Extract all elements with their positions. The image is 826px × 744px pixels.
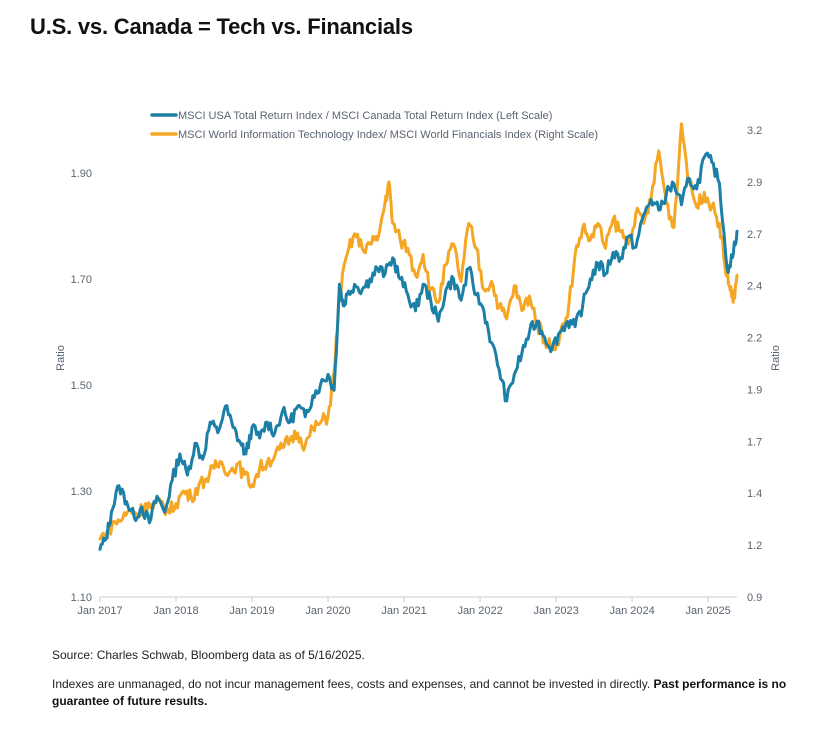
line-chart: 1.10 1.30 1.50 1.70 1.90 0.9 1.2 1.4 1.7 1.9 2.2 2…	[55, 110, 782, 617]
right-tick-label: 1.4	[747, 488, 762, 500]
disclaimer: Indexes are unmanaged, do not incur mana…	[52, 676, 792, 710]
legend-label: MSCI World Information Technology Index/…	[178, 129, 598, 141]
right-tick-label: 1.7	[747, 436, 762, 448]
left-tick-label: 1.70	[71, 274, 92, 286]
right-tick-label: 2.9	[747, 177, 762, 189]
right-tick-label: 2.4	[747, 281, 762, 293]
x-tick-label: Jan 2024	[609, 605, 654, 617]
series-line-usa-canada	[98, 151, 739, 551]
x-tick-label: Jan 2021	[381, 605, 426, 617]
series-line-tech-financials	[98, 122, 739, 542]
right-axis-label: Ratio	[770, 345, 782, 371]
left-tick-label: 1.10	[71, 592, 92, 604]
x-tick-label: Jan 2020	[305, 605, 350, 617]
x-tick-label: Jan 2025	[685, 605, 730, 617]
left-tick-label: 1.90	[71, 168, 92, 180]
x-tick-label: Jan 2023	[533, 605, 578, 617]
right-tick-label: 1.2	[747, 540, 762, 552]
disclaimer-text: Indexes are unmanaged, do not incur mana…	[52, 677, 651, 691]
disclaimer-bold: Past performance is no guarantee of futu…	[52, 677, 787, 708]
chart-legend: MSCI USA Total Return Index / MSCI Canad…	[150, 110, 598, 141]
left-axis-label: Ratio	[55, 345, 67, 371]
left-axis-ticks: 1.10 1.30 1.50 1.70 1.90	[71, 168, 92, 604]
left-tick-label: 1.50	[71, 380, 92, 392]
x-tick-label: Jan 2017	[77, 605, 122, 617]
right-tick-label: 1.9	[747, 384, 762, 396]
legend-label: MSCI USA Total Return Index / MSCI Canad…	[178, 110, 552, 122]
source-note: Source: Charles Schwab, Bloomberg data a…	[52, 648, 365, 662]
chart-series	[98, 122, 739, 551]
right-tick-label: 3.2	[747, 125, 762, 137]
right-tick-label: 2.7	[747, 229, 762, 241]
right-axis-ticks: 0.9 1.2 1.4 1.7 1.9 2.2 2.4 2.7 2.9 3.2	[747, 125, 762, 604]
x-tick-label: Jan 2018	[153, 605, 198, 617]
x-tick-label: Jan 2022	[457, 605, 502, 617]
x-tick-label: Jan 2019	[229, 605, 274, 617]
left-tick-label: 1.30	[71, 486, 92, 498]
page-title: U.S. vs. Canada = Tech vs. Financials	[30, 14, 413, 39]
x-axis-ticks: Jan 2017 Jan 2018 Jan 2019 Jan 2020 Jan 2021…	[77, 597, 731, 617]
right-tick-label: 2.2	[747, 333, 762, 345]
right-tick-label: 0.9	[747, 592, 762, 604]
